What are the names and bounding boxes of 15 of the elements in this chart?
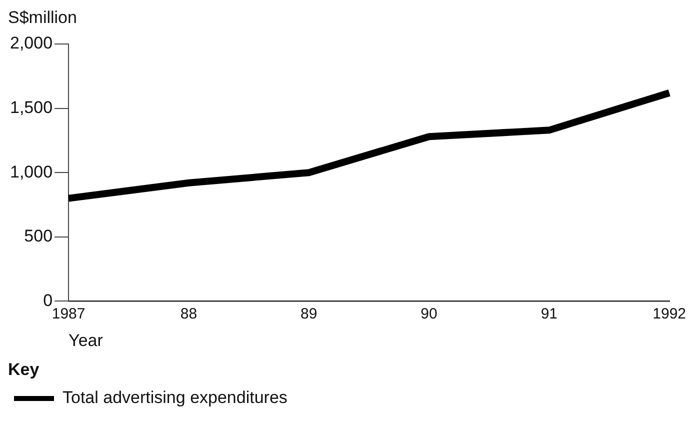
x-tick-label: 1987 bbox=[52, 305, 86, 322]
y-tick-label: 1,500 bbox=[10, 98, 53, 117]
x-tick-label: 89 bbox=[300, 305, 318, 322]
legend-label: Total advertising expenditures bbox=[62, 388, 288, 408]
y-axis-title: S$million bbox=[8, 8, 77, 28]
y-tick-label: 0 bbox=[43, 290, 53, 310]
x-tick-label: 1992 bbox=[652, 305, 686, 322]
y-tick-label: 1,000 bbox=[10, 162, 53, 182]
y-tick-label: 2,000 bbox=[10, 34, 53, 53]
y-tick-label: 500 bbox=[24, 226, 53, 246]
x-tick-label: 88 bbox=[180, 305, 198, 322]
x-tick-label: 90 bbox=[420, 305, 438, 322]
legend-title: Key bbox=[8, 360, 40, 379]
x-axis-title: Year bbox=[68, 331, 104, 350]
x-tick-label: 91 bbox=[540, 305, 558, 322]
